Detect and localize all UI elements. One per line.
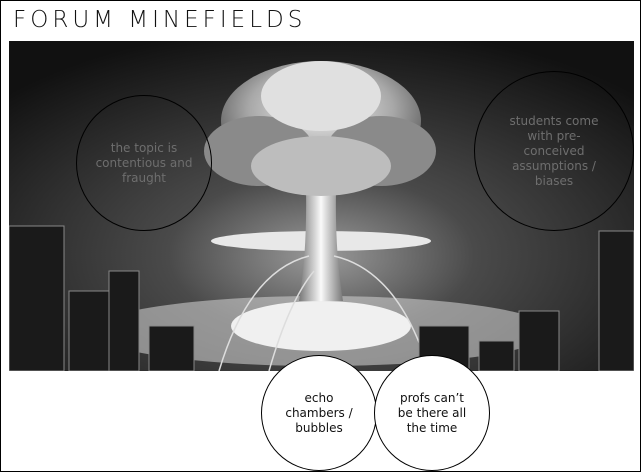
callout-bubble: profs can’t be there all the time bbox=[374, 355, 490, 471]
callout-bubble: the topic is contentious and fraught bbox=[76, 95, 212, 231]
callout-text: students come with pre-conceived assumpt… bbox=[509, 114, 599, 189]
callout-text: the topic is contentious and fraught bbox=[94, 141, 194, 186]
callout-bubble: echo chambers / bubbles bbox=[261, 355, 377, 471]
callout-text: echo chambers / bubbles bbox=[283, 391, 355, 436]
callout-bubble: students come with pre-conceived assumpt… bbox=[474, 71, 634, 231]
callout-text: profs can’t be there all the time bbox=[391, 391, 473, 436]
slide-title: FORUM MINEFIELDS bbox=[13, 7, 306, 33]
slide: FORUM MINEFIELDS bbox=[0, 0, 641, 472]
